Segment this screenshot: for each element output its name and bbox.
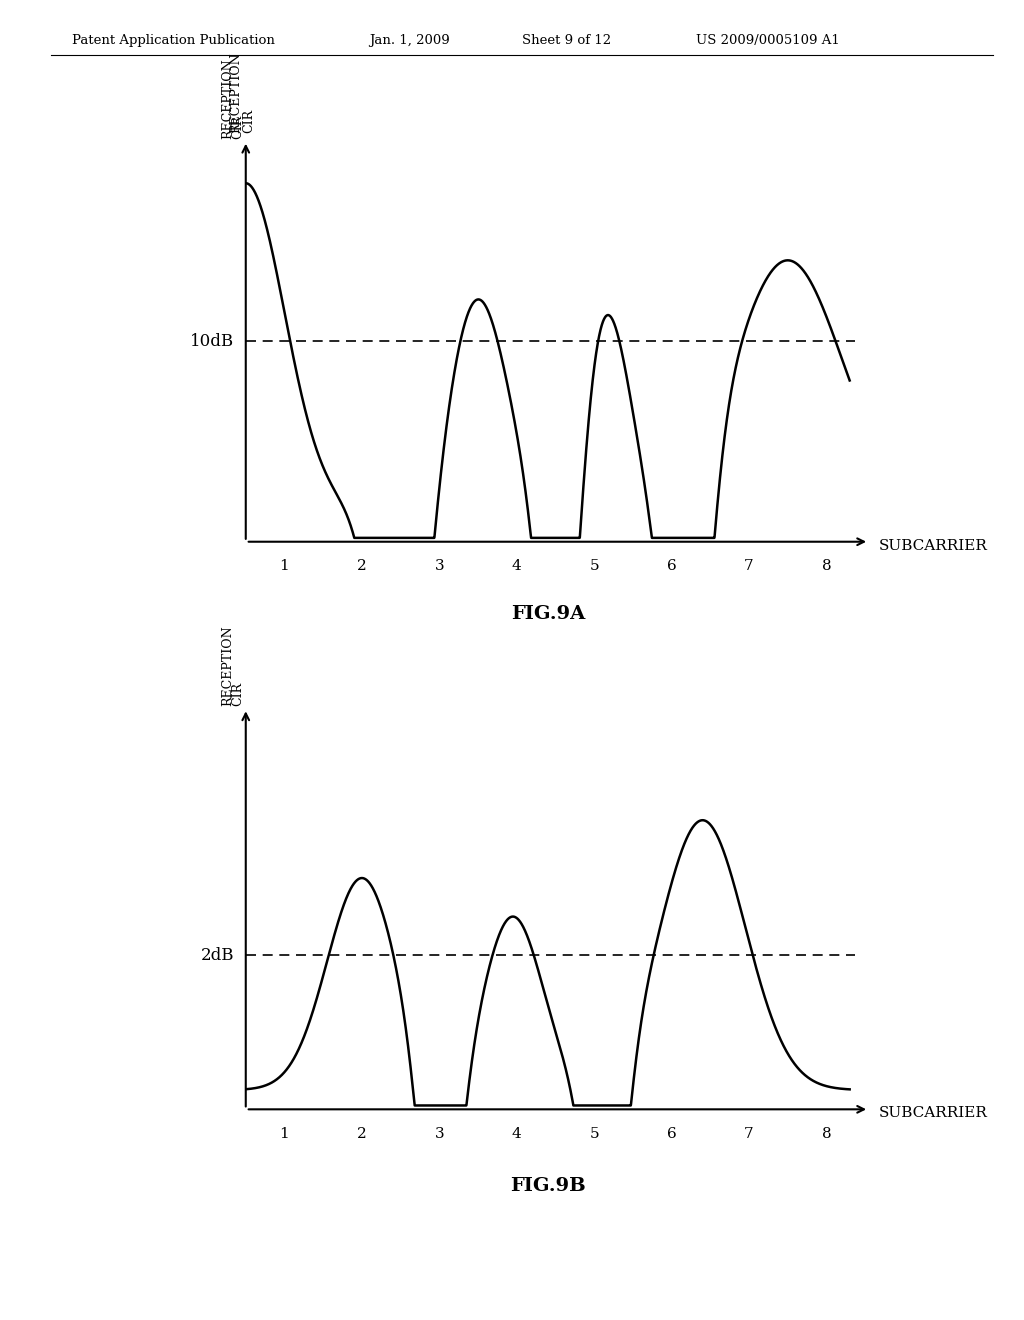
Text: Jan. 1, 2009: Jan. 1, 2009 — [369, 33, 450, 46]
Text: 1: 1 — [280, 1127, 290, 1140]
Text: 3: 3 — [434, 1127, 444, 1140]
Text: RECEPTION: RECEPTION — [221, 626, 233, 706]
Text: 2: 2 — [357, 560, 367, 573]
Text: FIG.9B: FIG.9B — [510, 1177, 586, 1196]
Text: 10dB: 10dB — [190, 333, 234, 350]
Text: RECEPTION: RECEPTION — [229, 53, 242, 133]
Text: CIR: CIR — [242, 110, 255, 133]
Text: 4: 4 — [512, 560, 521, 573]
Text: 5: 5 — [590, 560, 599, 573]
Text: FIG.9A: FIG.9A — [511, 605, 585, 623]
Text: 7: 7 — [744, 560, 754, 573]
Text: 8: 8 — [821, 560, 831, 573]
Text: 5: 5 — [590, 1127, 599, 1140]
Text: 3: 3 — [434, 560, 444, 573]
Text: CIR: CIR — [231, 682, 244, 706]
Text: Patent Application Publication: Patent Application Publication — [72, 33, 274, 46]
Text: CIR: CIR — [231, 115, 244, 139]
Text: SUBCARRIER: SUBCARRIER — [879, 539, 988, 553]
Text: 8: 8 — [821, 1127, 831, 1140]
Text: 6: 6 — [667, 1127, 677, 1140]
Text: RECEPTION: RECEPTION — [221, 58, 233, 139]
Text: 1: 1 — [280, 560, 290, 573]
Text: US 2009/0005109 A1: US 2009/0005109 A1 — [696, 33, 840, 46]
Text: 2dB: 2dB — [201, 946, 234, 964]
Text: 2: 2 — [357, 1127, 367, 1140]
Text: Sheet 9 of 12: Sheet 9 of 12 — [522, 33, 611, 46]
Text: 4: 4 — [512, 1127, 521, 1140]
Text: 6: 6 — [667, 560, 677, 573]
Text: SUBCARRIER: SUBCARRIER — [879, 1106, 988, 1121]
Text: 7: 7 — [744, 1127, 754, 1140]
